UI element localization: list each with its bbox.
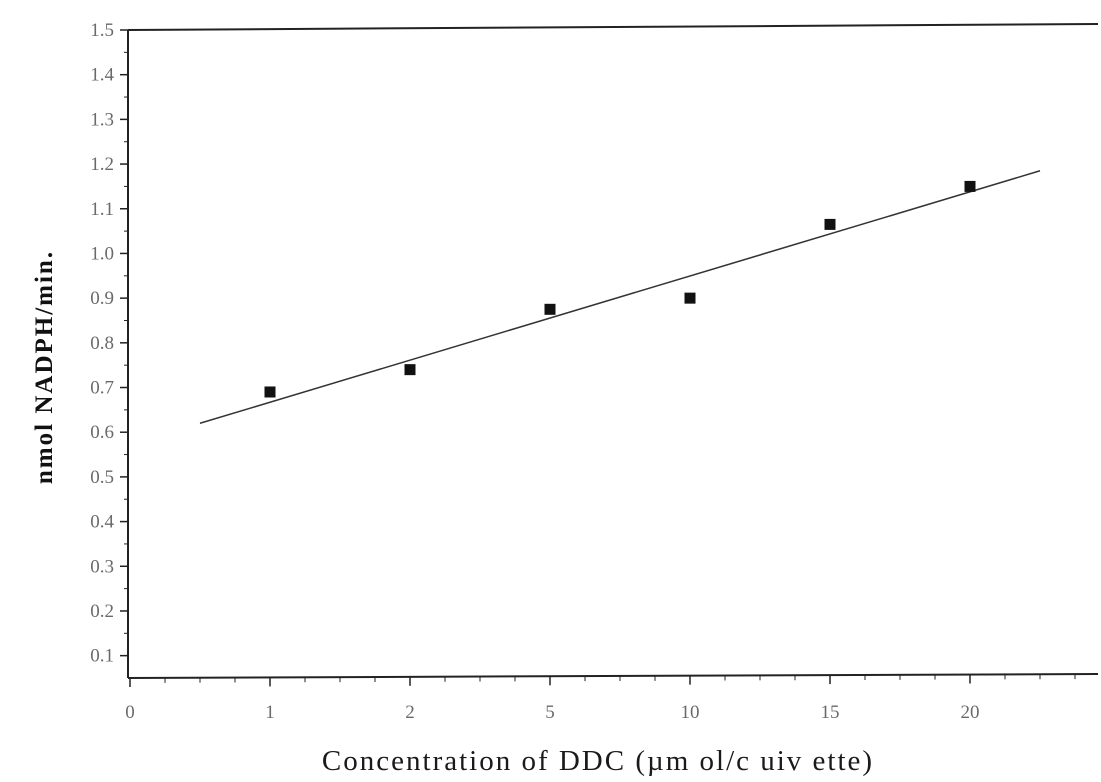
- y-axis-title: nmol NADPH/min.: [31, 250, 58, 484]
- y-tick-label: 0.5: [90, 467, 114, 488]
- data-point: [964, 180, 976, 192]
- data-points: [264, 180, 976, 398]
- x-tick-label: 10: [681, 702, 700, 723]
- y-tick-label: 0.1: [90, 646, 114, 667]
- data-point: [404, 364, 416, 376]
- x-tick-label: 0: [125, 702, 135, 723]
- data-point: [684, 292, 696, 304]
- y-tick-label: 1.2: [90, 154, 114, 175]
- y-tick-label: 1.4: [90, 65, 114, 86]
- x-tick-label: 20: [961, 702, 980, 723]
- x-tick-label: 1: [265, 702, 275, 723]
- y-tick-label: 1.1: [90, 199, 114, 220]
- trendline: [199, 170, 1041, 424]
- y-tick-label: 1.5: [90, 20, 114, 41]
- y-tick-label: 0.8: [90, 333, 114, 354]
- x-tick-label: 15: [821, 702, 840, 723]
- plot-frame: [127, 23, 1099, 679]
- x-axis: 0 1 2 5 10 15 20: [125, 674, 1076, 723]
- data-point: [264, 386, 276, 398]
- y-tick-label: 0.2: [90, 601, 114, 622]
- x-tick-label: 2: [405, 702, 415, 723]
- trendline-layer: [199, 170, 1041, 424]
- y-axis: 0.1 0.2 0.3 0.4 0.5 0.6 0.7 0.8 0.9 1.0 1.1 1.2 1.3 1…: [90, 20, 128, 667]
- plot-top-border: [127, 23, 1099, 31]
- y-tick-label: 0.7: [90, 378, 114, 399]
- x-axis-line: [127, 673, 1099, 679]
- y-tick-label: 0.3: [90, 556, 114, 577]
- y-tick-label: 1.0: [90, 243, 114, 264]
- y-tick-label: 0.9: [90, 288, 114, 309]
- x-tick-label: 5: [545, 702, 555, 723]
- data-point: [824, 218, 836, 230]
- y-tick-label: 0.6: [90, 422, 114, 443]
- x-axis-title: Concentration of DDC (µm ol/c uiv ette): [322, 745, 874, 777]
- y-tick-label: 0.4: [90, 512, 114, 533]
- y-tick-label: 1.3: [90, 109, 114, 130]
- data-point: [544, 303, 556, 315]
